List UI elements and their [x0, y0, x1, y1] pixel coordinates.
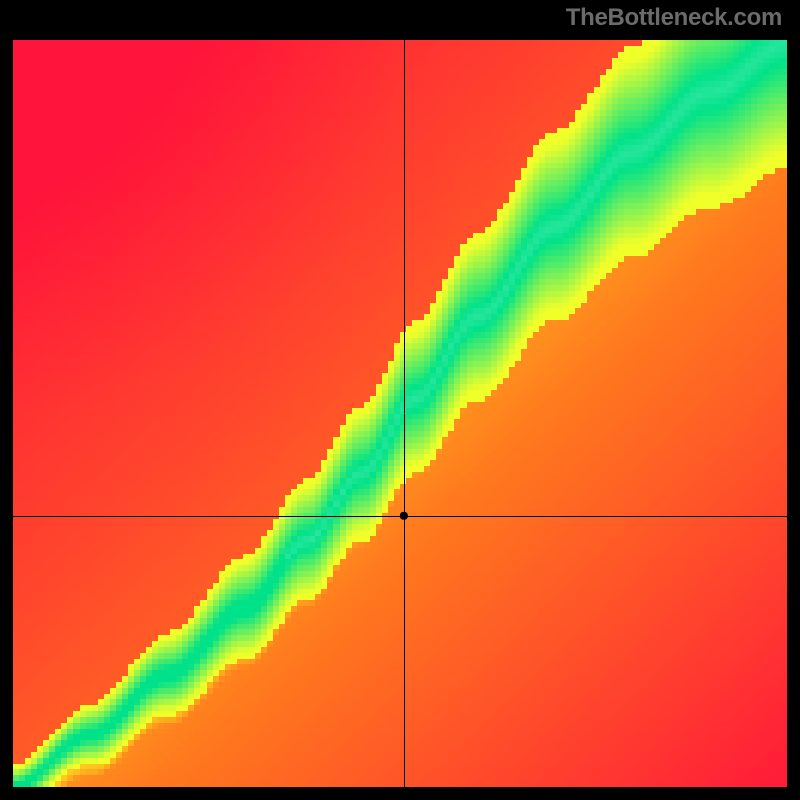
- chart-frame: TheBottleneck.com: [0, 0, 800, 800]
- heatmap-canvas: [0, 0, 800, 800]
- watermark-text: TheBottleneck.com: [566, 4, 782, 32]
